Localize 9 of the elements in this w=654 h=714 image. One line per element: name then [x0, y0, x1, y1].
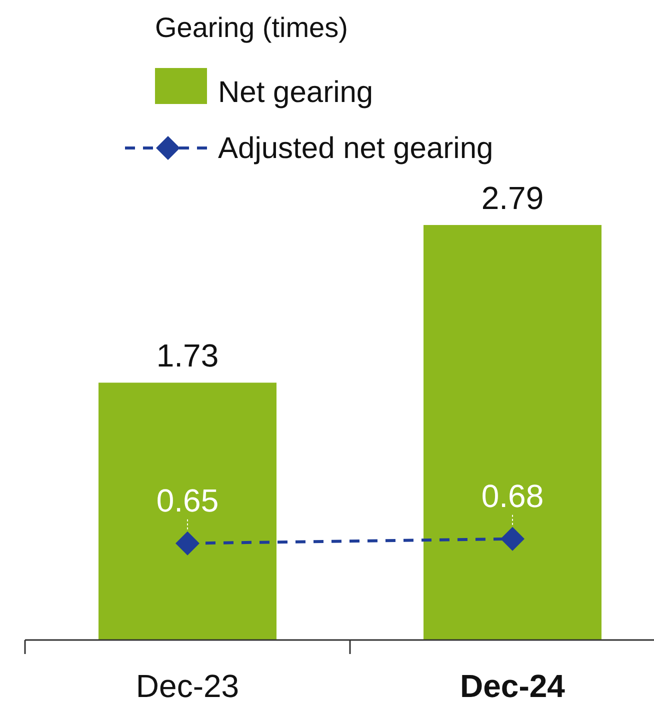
data-label: 2.79 — [481, 180, 544, 216]
x-tick-label: Dec-24 — [460, 668, 566, 704]
legend-label: Adjusted net gearing — [218, 132, 494, 165]
data-label: 0.65 — [156, 482, 219, 518]
data-label: 1.73 — [156, 338, 219, 374]
data-label: 0.68 — [481, 478, 544, 514]
x-tick-label: Dec-23 — [136, 668, 240, 704]
legend-label: Net gearing — [218, 76, 374, 109]
chart-title: Gearing (times) — [155, 12, 348, 43]
